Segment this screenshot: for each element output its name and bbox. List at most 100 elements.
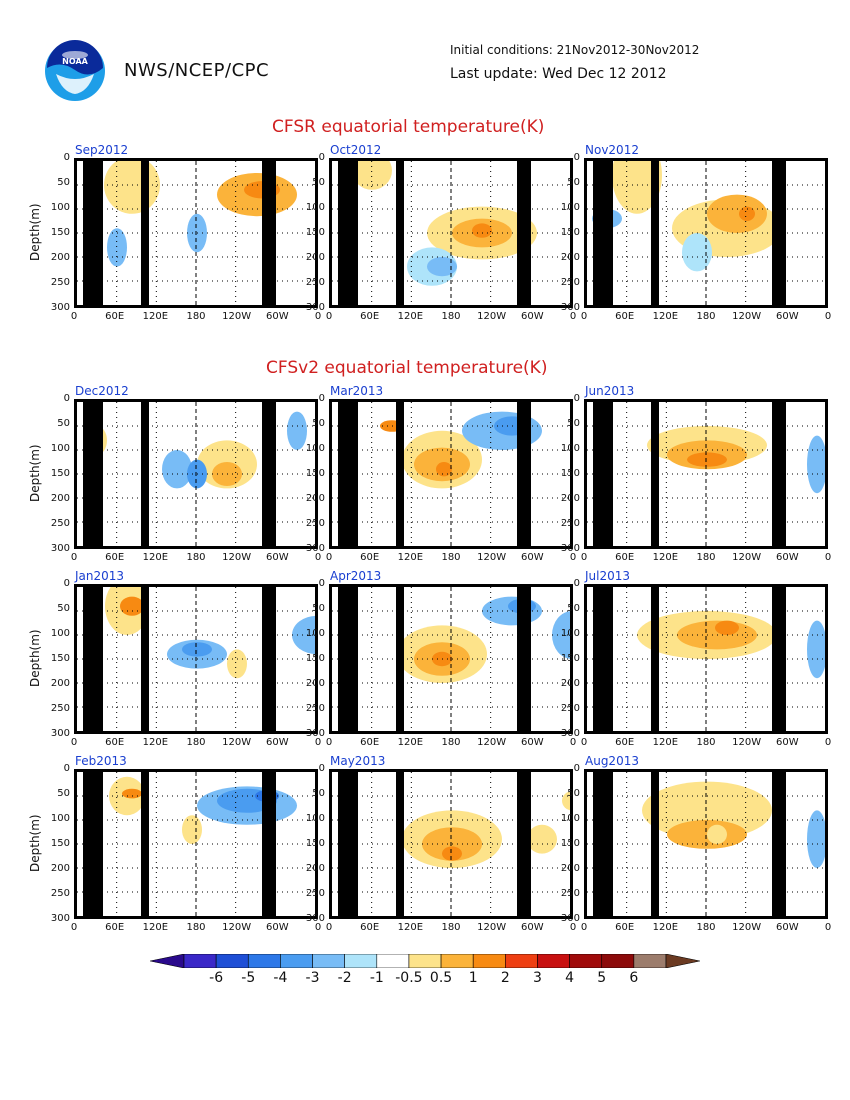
y-tick-label: 200 <box>50 252 70 263</box>
anomaly-contour <box>104 161 160 214</box>
x-tick-label: 60W <box>266 552 289 563</box>
x-tick-label: 0 <box>580 737 588 748</box>
heatmap-plot <box>332 402 570 546</box>
x-tick-label: 60E <box>360 737 380 748</box>
y-tick-label: 250 <box>305 277 325 288</box>
y-tick-label: 300 <box>50 728 70 739</box>
y-tick-label: 150 <box>305 838 325 849</box>
anomaly-contour <box>807 810 825 868</box>
y-axis-label: Depth(m) <box>28 814 42 872</box>
cfsv2-section-title: CFSv2 equatorial temperature(K) <box>266 358 548 378</box>
y-tick-label: 250 <box>560 518 580 529</box>
anomaly-contour <box>527 824 557 854</box>
x-tick-label: 0 <box>580 552 588 563</box>
x-tick-label: 120E <box>142 737 169 748</box>
y-tick-label: 50 <box>312 177 325 188</box>
anomaly-contour <box>682 233 712 272</box>
y-tick-label: 0 <box>318 763 325 774</box>
y-tick-label: 250 <box>560 277 580 288</box>
anomaly-contour <box>120 596 144 616</box>
y-tick-label: 250 <box>50 888 70 899</box>
anomaly-contour <box>442 846 462 861</box>
heatmap-panel <box>584 769 828 919</box>
x-tick-label: 0 <box>70 552 78 563</box>
x-tick-label: 60W <box>521 311 544 322</box>
panel-title: Jul2013 <box>585 569 631 583</box>
land-mask <box>651 402 659 546</box>
x-tick-label: 0 <box>580 922 588 933</box>
land-mask <box>262 402 276 546</box>
x-tick-label: 60E <box>105 311 125 322</box>
x-tick-label: 60W <box>266 922 289 933</box>
y-axis-label: Depth(m) <box>28 444 42 502</box>
x-tick-label: 60W <box>521 922 544 933</box>
colorbar-label: -1 <box>369 970 384 986</box>
x-tick-label: 60E <box>105 737 125 748</box>
x-tick-label: 120W <box>477 737 507 748</box>
y-tick-label: 300 <box>560 302 580 313</box>
y-tick-label: 300 <box>50 543 70 554</box>
y-tick-label: 250 <box>305 888 325 899</box>
anomaly-contour <box>612 161 662 214</box>
heatmap-plot <box>332 772 570 916</box>
land-mask <box>396 772 404 916</box>
anomaly-contour <box>707 824 727 844</box>
y-tick-label: 300 <box>305 302 325 313</box>
heatmap-panel <box>329 158 573 308</box>
y-tick-label: 150 <box>305 227 325 238</box>
x-tick-label: 0 <box>569 311 577 322</box>
x-tick-label: 120W <box>222 922 252 933</box>
y-tick-label: 250 <box>305 518 325 529</box>
x-tick-label: 180 <box>696 737 716 748</box>
x-tick-label: 180 <box>441 552 461 563</box>
x-tick-label: 60W <box>776 311 799 322</box>
colorbar-swatch <box>537 954 570 968</box>
y-tick-label: 50 <box>312 788 325 799</box>
colorbar-swatch <box>569 954 603 968</box>
heatmap-plot <box>77 587 315 731</box>
x-tick-label: 180 <box>186 552 206 563</box>
x-tick-label: 120E <box>397 922 424 933</box>
y-tick-label: 150 <box>560 468 580 479</box>
land-mask <box>141 772 149 916</box>
x-tick-label: 60W <box>521 552 544 563</box>
land-mask <box>262 772 276 916</box>
colorbar-swatch <box>472 954 506 968</box>
land-mask <box>396 587 404 731</box>
x-tick-label: 120W <box>477 311 507 322</box>
anomaly-contour <box>642 781 772 840</box>
heatmap-plot <box>587 161 825 305</box>
heatmap-panel <box>329 399 573 549</box>
initial-conditions: Initial conditions: 21Nov2012-30Nov2012 <box>450 43 700 57</box>
x-tick-label: 0 <box>325 311 333 322</box>
land-mask <box>141 587 149 731</box>
y-tick-label: 0 <box>318 152 325 163</box>
y-tick-label: 200 <box>50 863 70 874</box>
y-tick-label: 250 <box>50 518 70 529</box>
heatmap-plot <box>332 161 570 305</box>
x-tick-label: 180 <box>186 922 206 933</box>
colorbar-swatch <box>247 954 281 968</box>
y-tick-label: 50 <box>57 603 70 614</box>
anomaly-contour <box>122 788 142 799</box>
anomaly-contour <box>182 642 212 657</box>
x-tick-label: 0 <box>314 552 322 563</box>
y-tick-label: 100 <box>50 813 70 824</box>
x-tick-label: 180 <box>696 311 716 322</box>
anomaly-contour <box>182 815 202 844</box>
y-tick-label: 0 <box>573 393 580 404</box>
anomaly-contour <box>427 257 457 277</box>
colorbar-label: 0.5 <box>429 970 453 986</box>
x-tick-label: 60E <box>615 552 635 563</box>
x-tick-label: 120E <box>652 311 679 322</box>
heatmap-panel <box>74 769 318 919</box>
x-tick-label: 60W <box>776 552 799 563</box>
colorbar-swatch <box>215 954 249 968</box>
x-tick-label: 180 <box>441 311 461 322</box>
x-tick-label: 0 <box>325 922 333 933</box>
y-tick-label: 150 <box>50 838 70 849</box>
panel-title: Jun2013 <box>585 384 635 398</box>
y-tick-label: 50 <box>567 418 580 429</box>
colorbar-label: 6 <box>629 970 639 986</box>
colorbar-end-low <box>150 954 185 968</box>
